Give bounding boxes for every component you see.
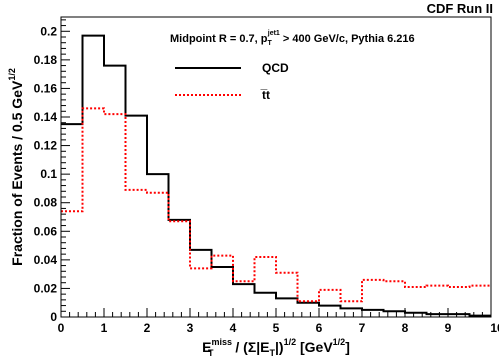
x-label-c: |) [275,339,284,355]
y-axis-label: Fraction of Events / 0.5 GeV1/2 [7,68,25,266]
y-tick-label: 0.14 [34,110,58,124]
legend-qcd-label: QCD [262,61,289,75]
y-tick-label: 0 [50,310,57,324]
x-label-a: E [202,339,211,355]
x-tick-label: 2 [144,321,151,335]
y-axis-label-sup: 1/2 [7,68,17,81]
y-axis-label-main: Fraction of Events / 0.5 GeV [9,80,25,266]
annotation-sub: T [267,40,272,47]
x-label-a-sub: T [208,348,214,358]
corner-label: CDF Run II [427,1,493,16]
y-tick-label: 0.16 [34,81,58,95]
y-tick-label: 0.04 [34,253,58,267]
y-tick-label: 0.12 [34,139,58,153]
legend-ttbar-label: t̅t [260,88,270,102]
x-label-b-sub: T [269,348,275,358]
x-label-c-sup: 1/2 [284,337,297,347]
x-tick-label: 0 [58,321,65,335]
x-tick-label: 8 [402,321,409,335]
y-tick-label: 0.08 [34,196,58,210]
annotation-sup: jet1 [267,30,280,37]
x-tick-label: 6 [316,321,323,335]
series-ttbar-line [61,107,491,303]
x-tick-label: 7 [359,321,366,335]
x-tick-label: 1 [101,321,108,335]
x-label-e: ] [345,339,350,355]
x-tick-label: 4 [230,321,237,335]
x-tick-label: 3 [187,321,194,335]
x-label-d: [GeV [296,339,333,355]
annotation: Midpoint R = 0.7, pTjet1 > 400 GeV/c, Py… [170,30,415,47]
x-label-d-sup: 1/2 [333,337,346,347]
y-tick-label: 0.1 [40,167,57,181]
y-tick-label: 0.2 [40,24,57,38]
annotation-suffix: > 400 GeV/c, Pythia 6.216 [280,33,415,45]
x-label-a-sup: miss [211,337,232,347]
annotation-prefix: Midpoint R = 0.7, p [170,33,268,45]
x-tick-label: 9 [445,321,452,335]
y-tick-label: 0.06 [34,224,58,238]
tick-layer: 0 1 2 3 4 5 6 7 8 9 10 0 0.02 0.04 0.06 0.08 0.1 0.12 0.14… [34,19,499,335]
y-tick-label: 0.02 [34,281,58,295]
x-label-b: / (Σ|E [231,339,269,355]
x-tick-label: 10 [490,321,499,335]
y-tick-label: 0.18 [34,53,58,67]
x-axis-label: Emiss T / (Σ|ET|)1/2 [GeV1/2] [202,337,350,358]
x-tick-label: 5 [273,321,280,335]
